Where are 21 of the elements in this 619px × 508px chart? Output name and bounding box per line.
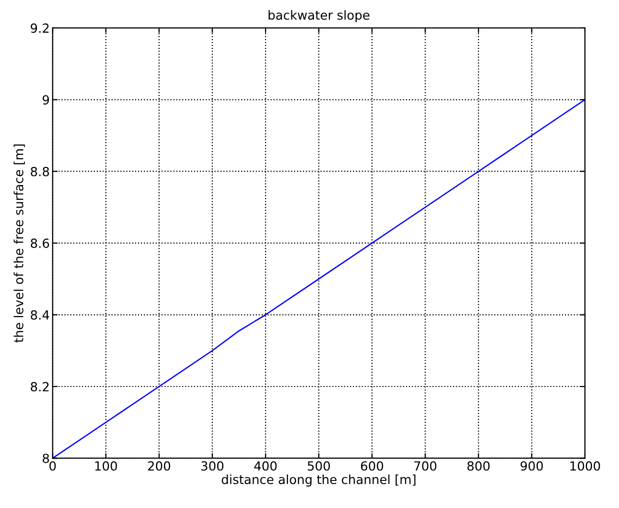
chart-title: backwater slope xyxy=(268,10,370,22)
y-axis-title: the level of the free surface [m] xyxy=(14,144,25,342)
x-tick-label: 1000 xyxy=(570,461,600,471)
y-tick-label: 8.4 xyxy=(30,310,50,320)
x-axis-title: distance along the channel [m] xyxy=(222,474,416,487)
x-tick-label: 0 xyxy=(49,461,56,471)
y-tick-label: 8 xyxy=(42,454,49,464)
x-tick-label: 200 xyxy=(148,461,170,471)
y-tick-label: 9.2 xyxy=(30,23,49,33)
x-tick-label: 500 xyxy=(308,461,330,471)
y-tick-label: 8.6 xyxy=(30,238,50,248)
x-tick-label: 400 xyxy=(254,461,277,471)
x-tick-label: 900 xyxy=(520,461,543,471)
x-tick-label: 800 xyxy=(467,461,490,471)
x-tick-label: 700 xyxy=(414,461,436,471)
x-tick-label: 100 xyxy=(95,461,117,471)
x-tick-label: 300 xyxy=(201,461,224,471)
y-tick-label: 8.8 xyxy=(30,166,49,176)
y-tick-label: 8.2 xyxy=(30,382,49,392)
x-tick-label: 600 xyxy=(360,461,384,471)
y-tick-label: 9 xyxy=(42,95,49,105)
